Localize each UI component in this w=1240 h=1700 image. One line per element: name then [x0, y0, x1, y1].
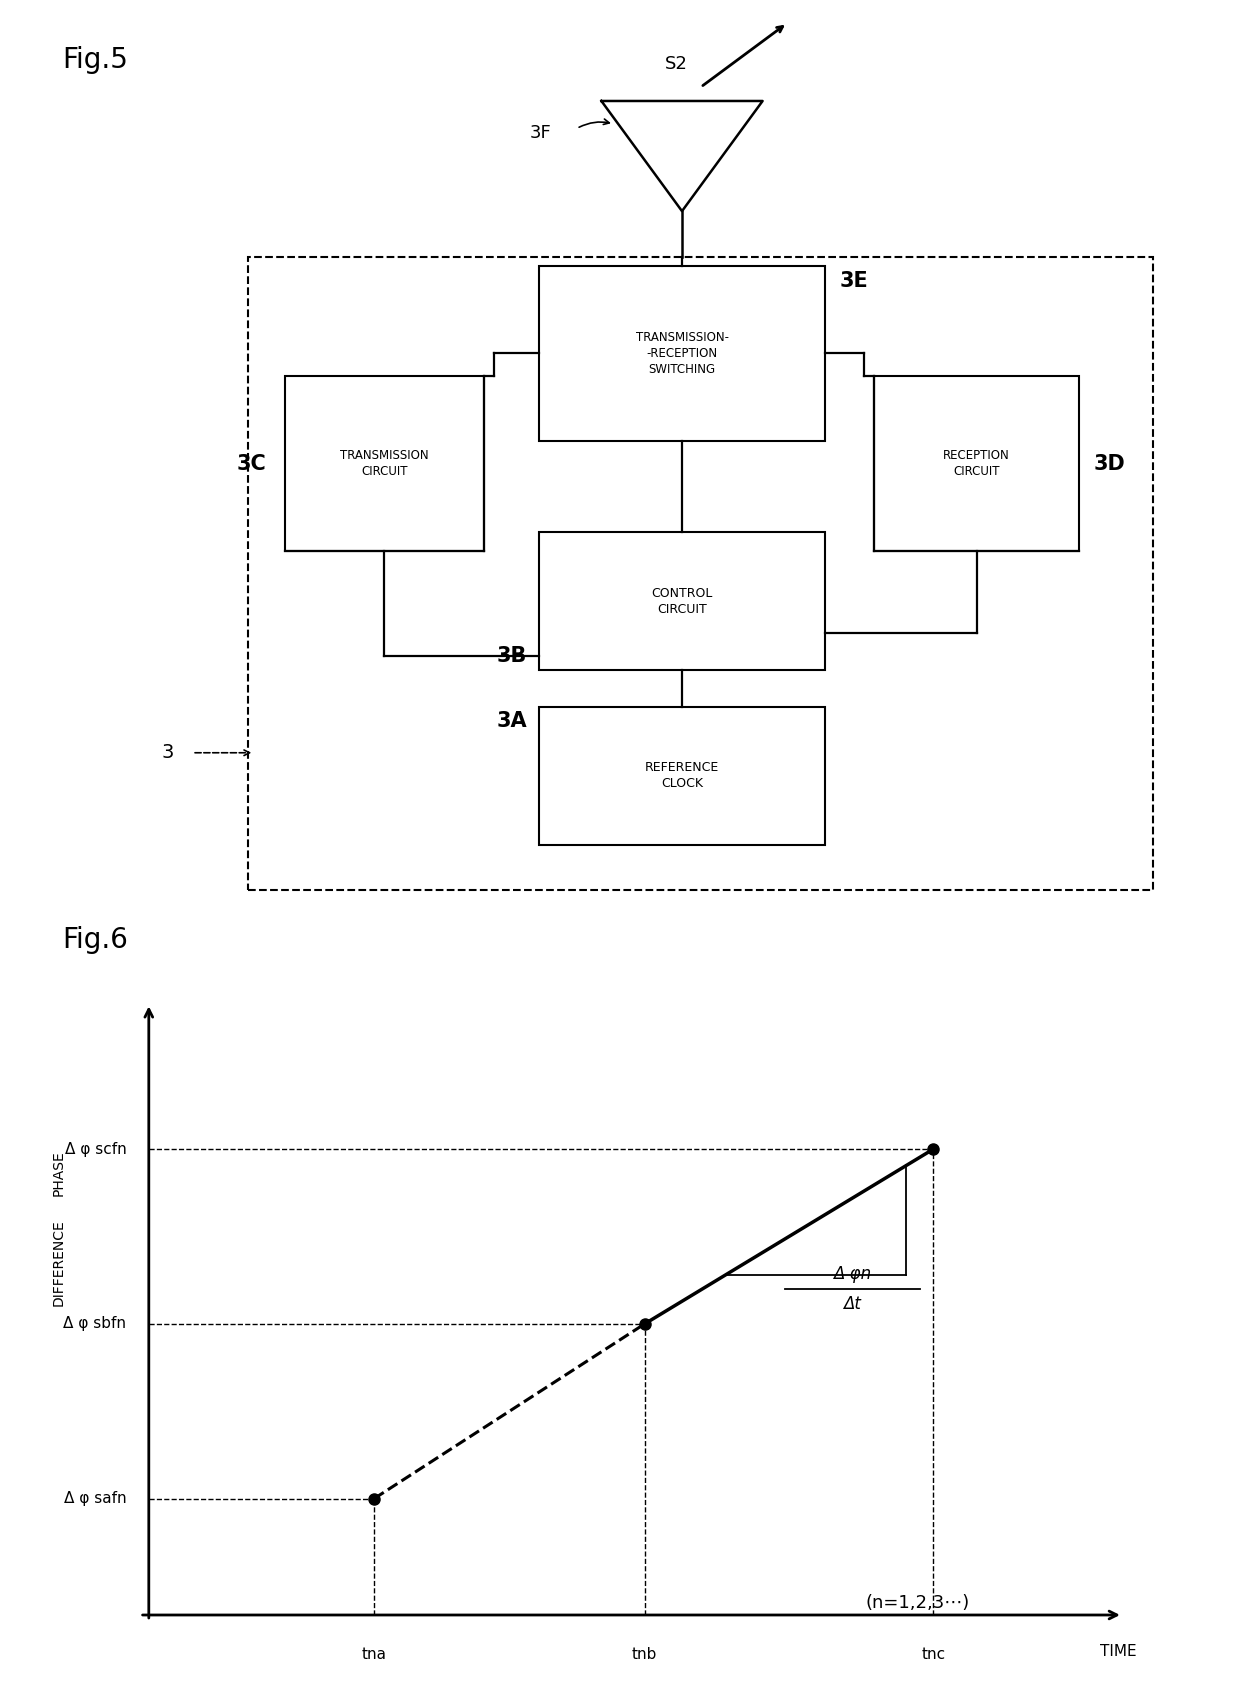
Text: 3A: 3A	[496, 712, 527, 731]
Text: TRANSMISSION
CIRCUIT: TRANSMISSION CIRCUIT	[340, 449, 429, 478]
Text: Fig.6: Fig.6	[62, 927, 128, 954]
Bar	[874, 376, 1079, 551]
Text: Δ φn: Δ φn	[833, 1265, 872, 1284]
Text: S2: S2	[666, 56, 688, 73]
Text: Δt: Δt	[843, 1295, 861, 1312]
Text: 3: 3	[161, 743, 174, 762]
Text: tnc: tnc	[921, 1647, 945, 1663]
Text: PHASE: PHASE	[52, 1149, 66, 1195]
Bar	[539, 267, 825, 440]
Text: TIME: TIME	[1100, 1644, 1136, 1659]
Bar	[285, 376, 484, 551]
FancyBboxPatch shape	[248, 257, 1153, 891]
Text: 3E: 3E	[839, 270, 868, 291]
Bar	[539, 707, 825, 845]
Text: Fig.5: Fig.5	[62, 46, 128, 73]
Text: Δ φ scfn: Δ φ scfn	[64, 1142, 126, 1156]
Text: TRANSMISSION-
-RECEPTION
SWITCHING: TRANSMISSION- -RECEPTION SWITCHING	[635, 332, 729, 376]
Text: RECEPTION
CIRCUIT: RECEPTION CIRCUIT	[944, 449, 1009, 478]
Text: REFERENCE
CLOCK: REFERENCE CLOCK	[645, 762, 719, 790]
Text: DIFFERENCE: DIFFERENCE	[52, 1219, 66, 1306]
Text: 3B: 3B	[497, 646, 527, 666]
Text: (n=1,2,3⋯): (n=1,2,3⋯)	[866, 1593, 970, 1612]
Text: 3C: 3C	[237, 454, 267, 474]
Bar	[539, 532, 825, 670]
Text: tna: tna	[362, 1647, 387, 1663]
Text: Δ φ sbfn: Δ φ sbfn	[63, 1316, 126, 1331]
Text: Δ φ safn: Δ φ safn	[63, 1491, 126, 1506]
Text: tnb: tnb	[632, 1647, 657, 1663]
Text: CONTROL
CIRCUIT: CONTROL CIRCUIT	[651, 586, 713, 615]
Text: 3F: 3F	[529, 124, 552, 143]
Text: 3D: 3D	[1094, 454, 1126, 474]
